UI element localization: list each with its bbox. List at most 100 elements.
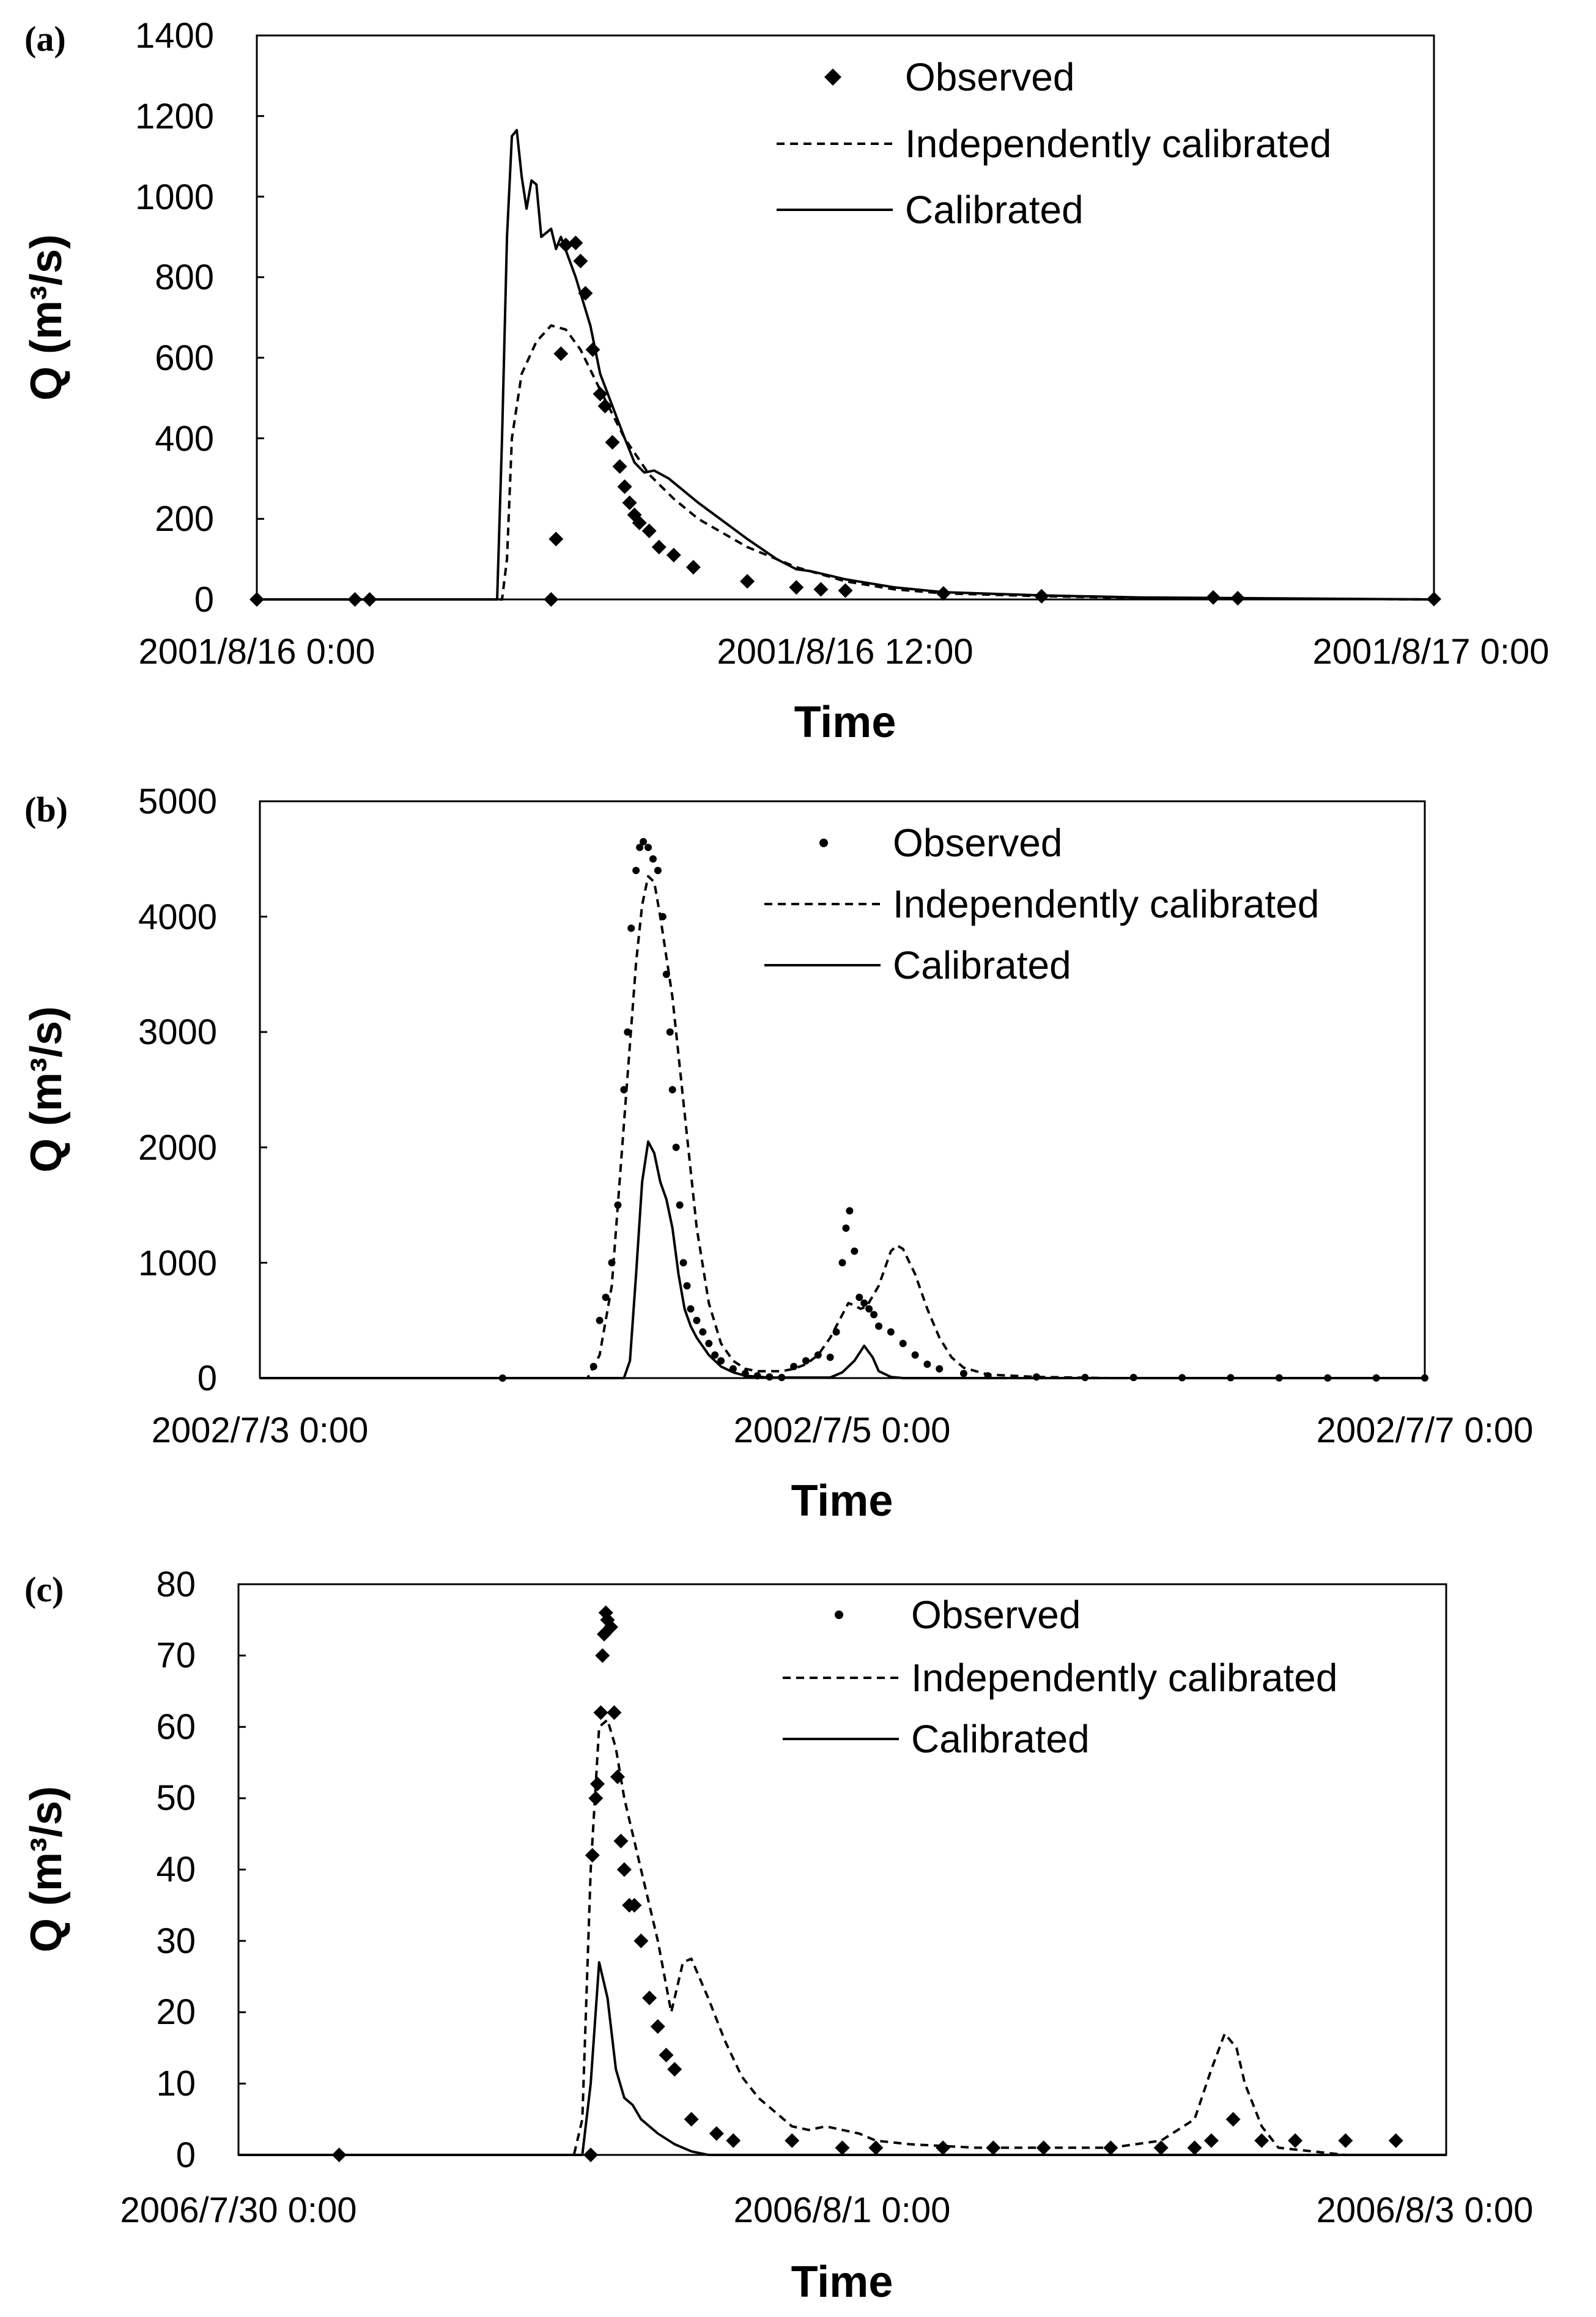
panel-c-observed-point [590,1776,605,1792]
panel-c-y-tick-label: 60 [156,1707,196,1747]
panel-a-x-tick-label: 2001/8/16 0:00 [138,632,375,672]
panel-a-observed-point [651,539,667,555]
panel-c-label: (c) [24,1570,64,1609]
panel-c-legend-observed-marker [835,1611,843,1619]
panel-c-observed-point [868,2140,884,2156]
panel-b-observed-point [865,1305,873,1313]
panel-a-x-tick-labels: 2001/8/16 0:00 2001/8/16 12:00 2001/8/17… [138,632,1549,672]
panel-b-observed-point [627,924,635,932]
panel-c: (c) 0 10 20 30 40 50 60 70 80 2006/7/30 … [22,1565,1533,2307]
panel-c-observed-point [1187,2140,1202,2156]
panel-b-observed-point [649,855,657,863]
panel-c-series-independently-calibrated [238,1718,1446,2156]
panel-a-observed-point [544,592,559,607]
panel-b-observed-point [683,1282,691,1290]
panel-b-observed-point [860,1299,868,1307]
panel-a-y-tick-label: 0 [194,580,214,620]
panel-b-observed-point [705,1340,713,1348]
panel-c-observed-point [659,2047,674,2063]
panel-b-observed-point [668,1086,676,1094]
panel-b-y-tick-labels: 0 1000 2000 3000 4000 5000 [138,782,217,1398]
panel-b-observed-point [602,1293,610,1301]
panel-b-observed-point [838,1259,846,1267]
panel-b-observed-point [654,867,662,875]
panel-b-observed-point [636,843,644,851]
panel-b-observed-point [923,1360,931,1368]
panel-a-observed-point [641,524,657,539]
panel-b-observed-point [851,1247,859,1255]
panel-a-observed-point [632,515,647,530]
panel-c-observed-point [1153,2140,1169,2156]
panel-b-observed-point [632,867,640,875]
panel-a-observed-point [568,235,583,251]
panel-b-x-axis-title: Time [791,1477,893,1526]
panel-b-y-tick-label: 0 [198,1359,217,1398]
panel-a-observed-point [617,479,632,494]
panel-c-observed-point [603,1619,618,1634]
panel-a-label: (a) [24,19,66,59]
panel-b-label: (b) [24,790,68,829]
panel-b-observed-point [693,1316,701,1324]
panel-c-y-tick-labels: 0 10 20 30 40 50 60 70 80 [156,1565,196,2175]
panel-b-series-calibrated [260,1140,1425,1379]
panel-c-observed-point [650,2019,665,2034]
panel-b-observed-point [887,1328,895,1336]
panel-c-observed-point [936,2140,951,2156]
panel-c-observed-point [835,2140,850,2156]
panel-c-y-tick-label: 80 [156,1565,196,1604]
panel-b-x-tick-label: 2002/7/7 0:00 [1317,1411,1534,1450]
panel-c-observed-point [684,2111,699,2127]
panel-b-observed-point [911,1351,919,1359]
panel-a-observed-point [838,583,853,598]
panel-b-y-tick-label: 4000 [138,897,217,937]
panel-b-legend-calibrated-label: Calibrated [893,943,1071,987]
panel-c-y-tick-label: 50 [156,1778,196,1818]
panel-c-observed-point [726,2133,741,2148]
panel-b-observed-point [717,1357,725,1365]
panel-c-observed-point [1288,2133,1303,2148]
panel-c-observed-point [1338,2133,1353,2148]
panel-a-legend: Observed Independently calibrated Calibr… [777,55,1331,232]
panel-c-observed-point [627,1897,642,1913]
panel-c-observed-point [1203,2133,1219,2148]
panel-a-y-axis-title: Q (m³/s) [22,234,71,401]
panel-c-observed-point [616,1862,632,1877]
panel-c-observed-point [583,2148,599,2162]
panel-b-legend-independent-label: Independently calibrated [893,882,1319,926]
panel-b-y-tick-label: 1000 [138,1244,217,1283]
panel-c-observed-point [607,1705,622,1720]
panel-b: (b) 0 1000 2000 3000 4000 5000 2002/7/3 … [22,782,1533,1526]
panel-a-x-tick-label: 2001/8/17 0:00 [1312,632,1549,672]
panel-a-x-tick-label: 2001/8/16 12:00 [717,632,973,672]
panel-a-y-tick-label: 1200 [135,97,214,136]
panel-b-observed-point [959,1370,967,1377]
panel-a-legend-observed-label: Observed [905,55,1074,99]
panel-b-series-independently-calibrated [260,875,1425,1379]
panel-c-observed-point [1254,2133,1269,2148]
panel-a-series-independently-calibrated [257,324,1435,601]
panel-c-x-tick-label: 2006/8/3 0:00 [1317,2190,1534,2230]
panel-a-y-tick-label: 400 [155,419,214,459]
panel-a-plot-area [256,34,1435,601]
panel-a-observed-point [740,574,755,589]
panel-b-observed-point [899,1340,907,1348]
panel-c-observed-point [667,2062,682,2077]
panel-a-y-tick-label: 800 [155,258,214,297]
panel-b-observed-point [676,1201,684,1209]
panel-c-observed-point [593,1705,608,1720]
panel-b-x-tick-label: 2002/7/5 0:00 [734,1411,951,1450]
panel-a-observed-point [666,547,681,563]
panel-c-series-layer [238,1583,1446,2162]
panel-b-observed-point [699,1328,707,1336]
panel-b-plot-area [259,800,1426,1379]
panel-b-legend-observed-label: Observed [893,821,1062,865]
panel-a-observed-point [685,560,701,575]
panel-c-y-tick-label: 40 [156,1850,196,1889]
panel-c-observed-point [642,1990,657,2006]
panel-c-legend-independent-label: Independently calibrated [911,1656,1337,1700]
panel-a-observed-point [605,435,620,450]
panel-b-legend: Observed Independently calibrated Calibr… [764,821,1319,987]
panel-a-x-axis-title: Time [794,698,896,747]
panel-c-y-tick-label: 10 [156,2064,196,2104]
